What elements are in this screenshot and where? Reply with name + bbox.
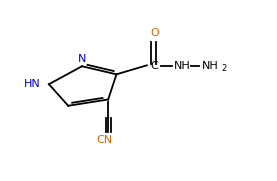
Text: HN: HN (24, 79, 41, 89)
Text: CN: CN (96, 135, 112, 145)
Text: 2: 2 (221, 64, 226, 73)
Text: NH: NH (202, 61, 219, 71)
Text: O: O (150, 28, 159, 38)
Text: C: C (151, 61, 158, 71)
Text: NH: NH (174, 61, 191, 71)
Text: N: N (78, 54, 86, 64)
